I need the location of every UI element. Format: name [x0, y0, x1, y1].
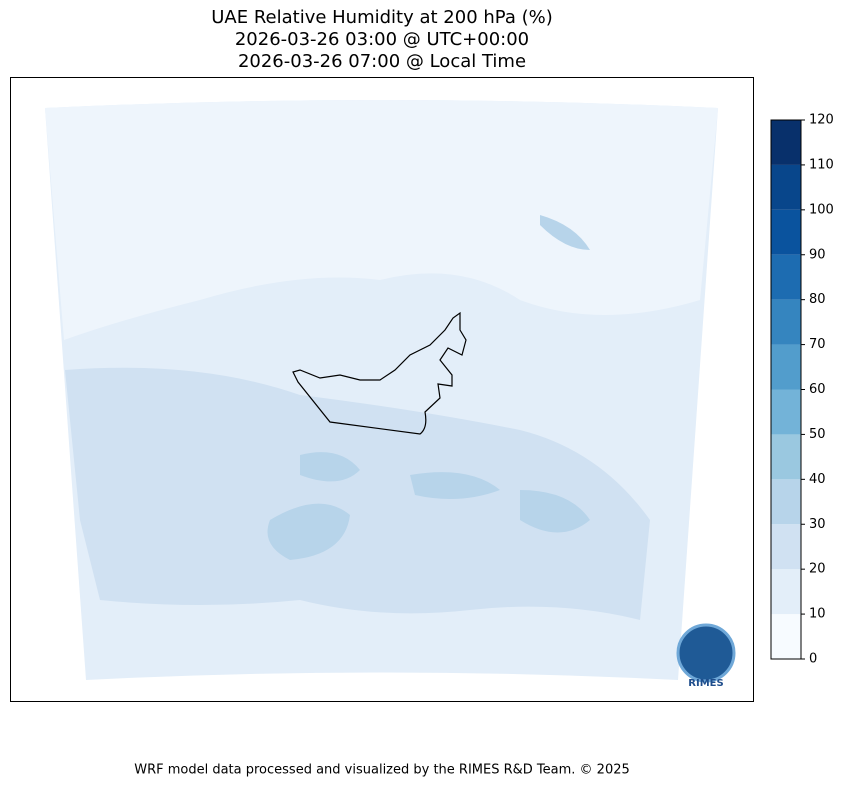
logo-text: RIMES	[688, 678, 723, 689]
tick-label: 50	[809, 427, 826, 442]
title-line: 2026-03-26 03:00 @ UTC+00:00	[235, 29, 529, 50]
colorbar-band	[771, 344, 801, 390]
tick-label: 70	[809, 337, 826, 352]
colorbar-band	[771, 299, 801, 345]
tick-label: 40	[809, 472, 826, 487]
field-mid	[65, 367, 650, 620]
field-low	[45, 100, 718, 340]
logo-badge	[676, 623, 736, 683]
colorbar-band	[771, 164, 801, 210]
colorbar-band	[771, 569, 801, 615]
colorbar-band	[771, 524, 801, 570]
colorbar-band	[771, 209, 801, 255]
colorbar: 0 10 20 30 40 50 60 70 80 90 100 110 120	[770, 113, 834, 667]
field-high	[540, 215, 590, 250]
map: RIMES	[10, 77, 754, 702]
tick-label: 0	[809, 652, 817, 667]
title-line: 2026-03-26 07:00 @ Local Time	[238, 51, 526, 72]
tick-label: 30	[809, 517, 826, 532]
logo: RIMES	[676, 623, 736, 689]
colorbar-band	[771, 614, 801, 659]
tick-label: 90	[809, 247, 826, 262]
tick-label: 110	[809, 157, 834, 172]
tick-label: 100	[809, 202, 834, 217]
tick-label: 60	[809, 382, 826, 397]
colorbar-band	[771, 479, 801, 525]
colorbar-band	[771, 434, 801, 480]
tick-label: 120	[809, 113, 834, 128]
uae-outline	[292, 311, 467, 435]
tick-label: 10	[809, 607, 826, 622]
colorbar-band	[771, 254, 801, 300]
tick-label: 20	[809, 562, 826, 577]
tick-label: 80	[809, 292, 826, 307]
colorbar-band	[771, 389, 801, 435]
title-line: UAE Relative Humidity at 200 hPa (%)	[211, 7, 552, 28]
colorbar-band	[771, 120, 801, 165]
footer: WRF model data processed and visualized …	[134, 763, 630, 778]
field-high	[267, 452, 590, 560]
